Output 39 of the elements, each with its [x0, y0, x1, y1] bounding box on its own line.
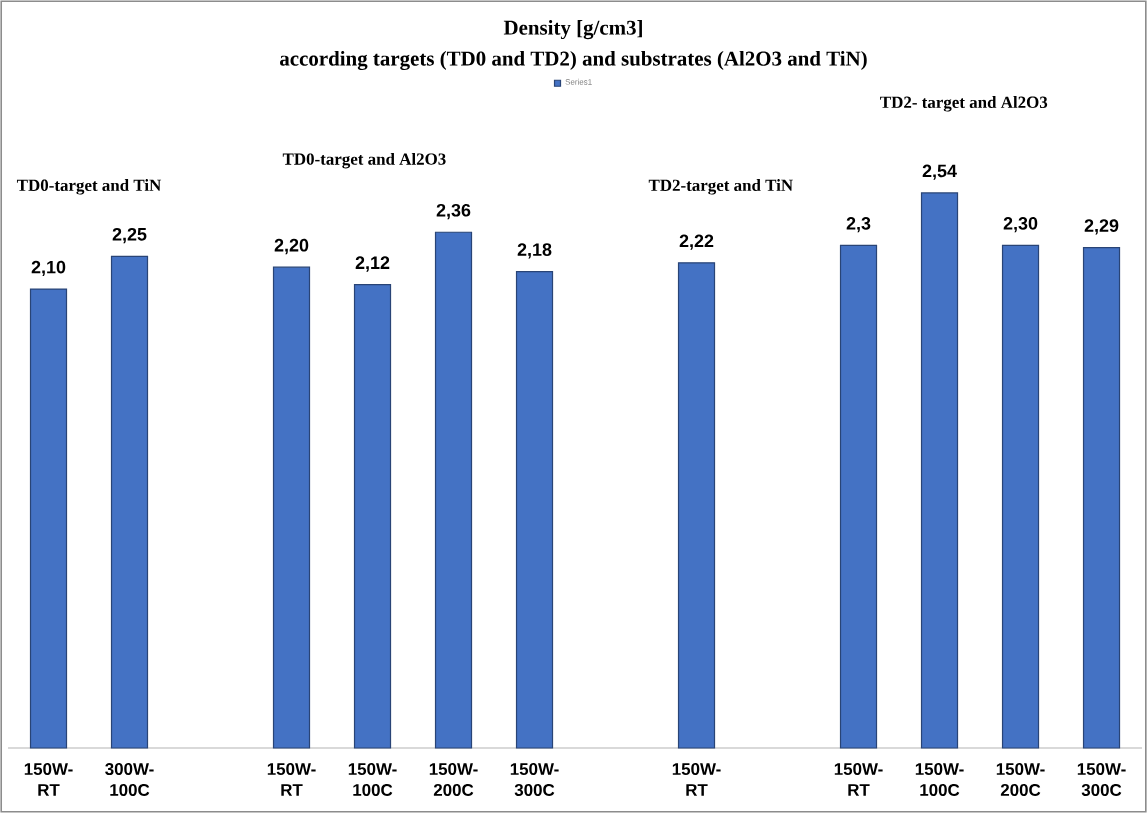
- bar: [515, 270, 554, 749]
- bar: [272, 266, 311, 749]
- data-label: 2,36: [436, 203, 471, 220]
- data-label: 2,20: [274, 238, 309, 255]
- x-tick-label: 150W- 300C: [510, 763, 559, 796]
- annotation: TD0-target and TiN: [16, 179, 162, 195]
- x-tick-label: 150W- 200C: [429, 763, 478, 796]
- bar: [29, 288, 68, 749]
- x-tick-label: 150W- RT: [24, 763, 73, 796]
- data-label: 2,12: [355, 256, 390, 272]
- x-tick-label: 150W- RT: [267, 763, 316, 796]
- annotation: TD2-target and TiN: [648, 179, 793, 195]
- x-tick-label: 300W- 100C: [105, 763, 154, 796]
- data-label: 2,3: [846, 217, 871, 233]
- x-tick-label: 150W- 200C: [996, 763, 1045, 796]
- bar: [677, 262, 716, 749]
- x-tick-label: 150W- RT: [834, 763, 883, 796]
- x-tick-label: 150W- 300C: [1077, 763, 1126, 796]
- data-label: 2,22: [679, 234, 714, 250]
- text: TD2- target and Al2O3: [880, 96, 1048, 112]
- chart-subtitle: according targets (TD0 and TD2) and substrates (Al2O3 and TiN): [280, 50, 867, 71]
- data-label: 2,25: [112, 227, 147, 244]
- x-tick-label: 150W- 100C: [348, 763, 397, 796]
- x-tick-label: 150W- RT: [672, 763, 721, 796]
- data-label: 2,30: [1003, 217, 1038, 233]
- bar: [353, 284, 392, 749]
- data-label: 2,29: [1084, 219, 1119, 235]
- chart-title: Density [g/cm3]: [503, 20, 642, 40]
- bar: [434, 231, 473, 749]
- bar: [1001, 244, 1040, 749]
- bar: [1082, 246, 1121, 749]
- bar: [839, 244, 878, 749]
- data-label: 2,54: [922, 164, 957, 180]
- bar: [110, 255, 149, 749]
- bar: [920, 192, 959, 749]
- text: TD0-target and Al2O3: [282, 152, 446, 169]
- data-label: 2,18: [517, 243, 552, 259]
- x-tick-label: 150W- 100C: [915, 763, 964, 796]
- data-label: 2,10: [31, 260, 66, 277]
